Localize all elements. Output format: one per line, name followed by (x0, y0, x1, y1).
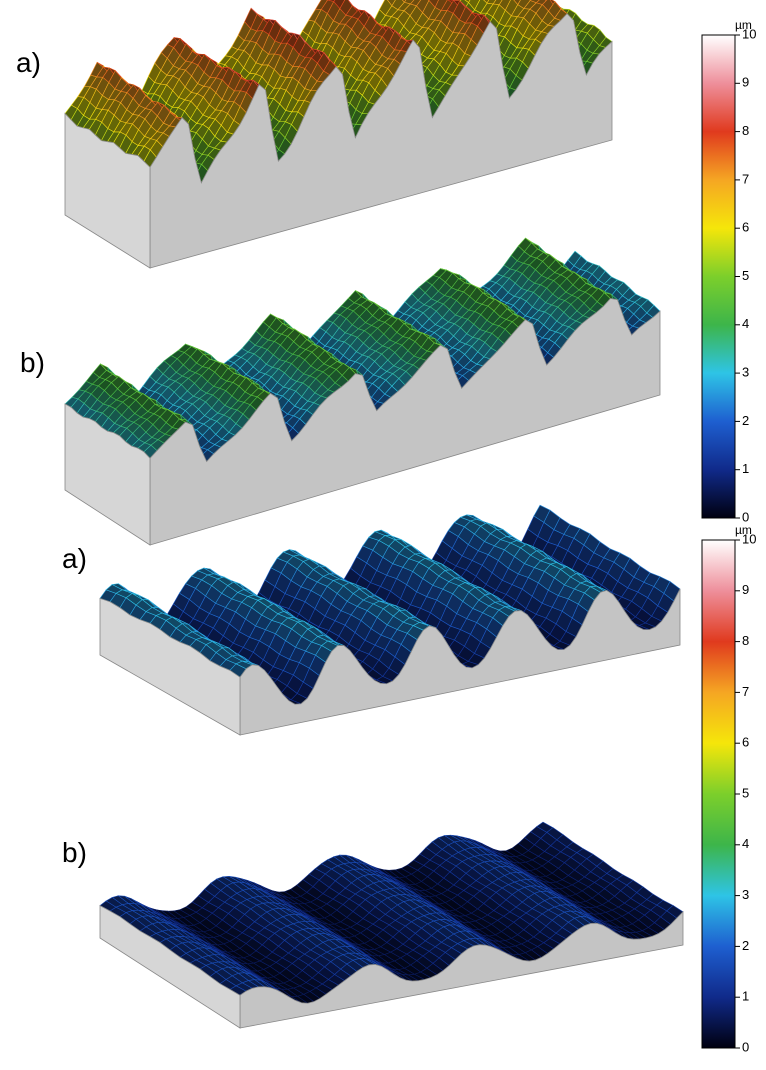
colorbar (702, 35, 735, 518)
tick-label: 10 (742, 26, 756, 41)
surface-plot (65, 238, 660, 545)
tick-label: 10 (742, 531, 756, 546)
tick-label: 7 (742, 684, 749, 699)
tick-label: 2 (742, 938, 749, 953)
tick-label: 5 (742, 785, 749, 800)
tick-label: 0 (742, 1039, 749, 1054)
tick-label: 1 (742, 461, 749, 476)
panel-label: a) (16, 47, 41, 78)
tick-label: 9 (742, 582, 749, 597)
surface-plot (100, 822, 683, 1028)
surface-plot (65, 0, 612, 268)
colorbar (702, 540, 735, 1048)
tick-label: 8 (742, 123, 749, 138)
tick-label: 7 (742, 171, 749, 186)
panel-label: a) (62, 543, 87, 574)
tick-label: 6 (742, 220, 749, 235)
tick-label: 8 (742, 633, 749, 648)
surfaces (65, 0, 683, 1028)
surface-plot (100, 505, 680, 735)
tick-label: 3 (742, 887, 749, 902)
tick-label: 3 (742, 365, 749, 380)
tick-label: 6 (742, 735, 749, 750)
tick-label: 1 (742, 989, 749, 1004)
tick-label: 2 (742, 413, 749, 428)
tick-label: 5 (742, 268, 749, 283)
panel-label: b) (62, 837, 87, 868)
panel-label: b) (20, 347, 45, 378)
tick-label: 4 (742, 836, 749, 851)
tick-label: 4 (742, 316, 749, 331)
tick-label: 9 (742, 75, 749, 90)
